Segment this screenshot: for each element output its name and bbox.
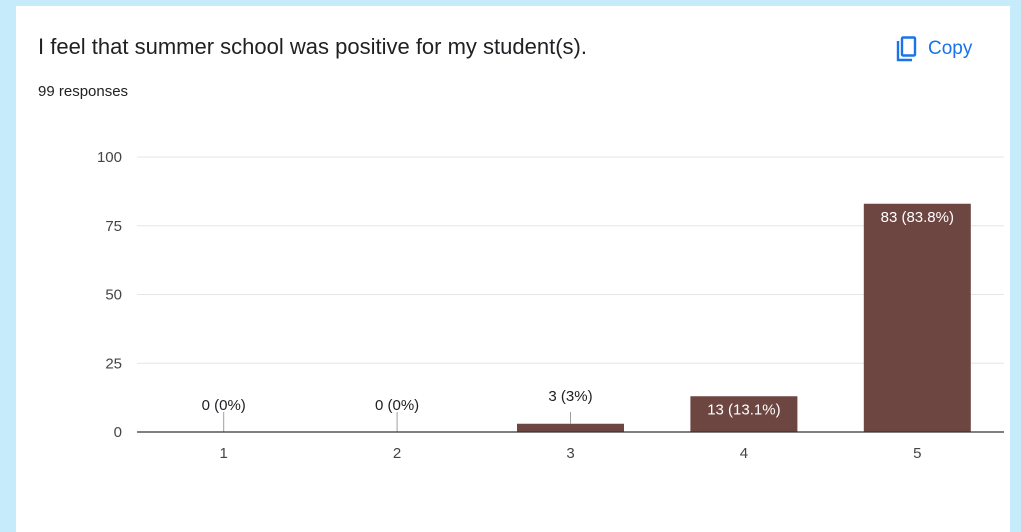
bar (863, 203, 971, 432)
y-tick-label: 100 (97, 149, 122, 166)
data-label: 0 (0%) (202, 397, 246, 414)
y-tick-label: 0 (114, 424, 122, 441)
response-count: 99 responses (38, 83, 129, 100)
y-tick-label: 75 (105, 218, 122, 235)
data-label: 0 (0%) (375, 397, 419, 414)
copy-label: Copy (928, 38, 973, 59)
data-label: 3 (3%) (548, 388, 592, 405)
x-tick-label: 5 (913, 445, 921, 462)
y-tick-label: 25 (105, 355, 122, 372)
data-label: 13 (13.1%) (707, 401, 780, 418)
copy-button[interactable]: Copy (896, 32, 972, 66)
x-tick-label: 3 (566, 445, 574, 462)
x-tick-label: 4 (740, 445, 748, 462)
bar (690, 396, 798, 432)
x-tick-label: 1 (220, 445, 228, 462)
y-tick-label: 50 (105, 287, 122, 304)
copy-icon (896, 36, 918, 62)
question-title: I feel that summer school was positive f… (38, 34, 587, 59)
x-tick-label: 2 (393, 445, 401, 462)
bar-chart: 0 25 50 75 100 0 (0%) 1 0 (0%) 2 3 (3%) 3 13 (13.1%… (97, 149, 1004, 462)
data-label: 83 (83.8%) (881, 209, 954, 226)
response-card: I feel that summer school was positive f… (16, 6, 1010, 532)
bar (517, 423, 624, 432)
